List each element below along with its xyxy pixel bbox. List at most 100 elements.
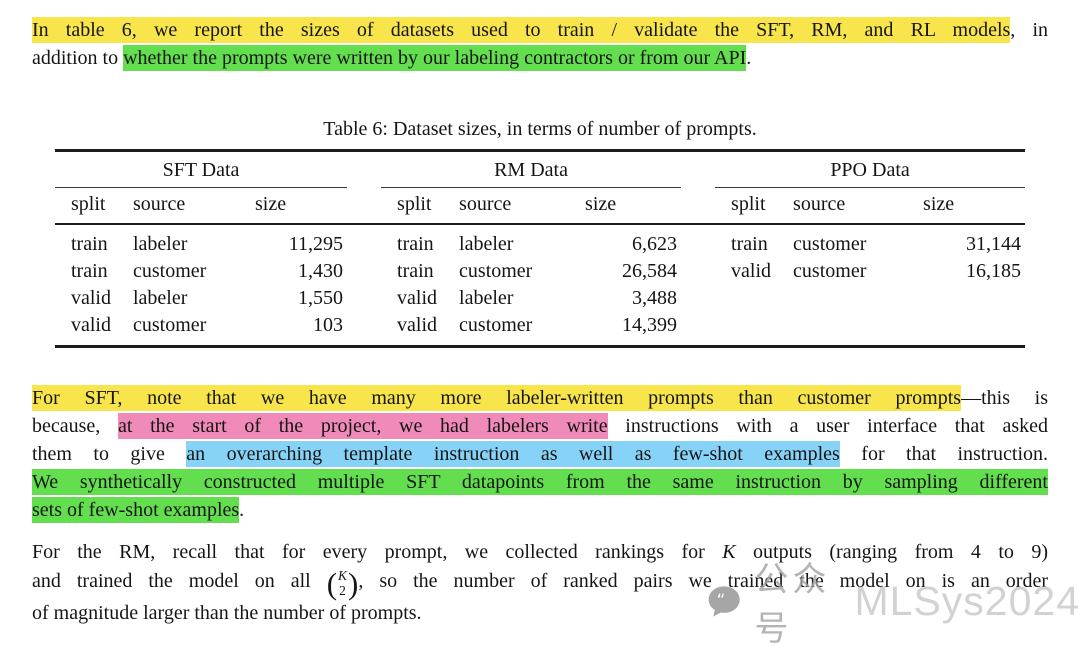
column-gap [681,224,715,258]
plain-text: outputs (ranging from 4 to 9) [735,541,1048,563]
plain-text: addition to [32,47,124,69]
plain-text: for that instruction. [839,443,1049,465]
dataset-sizes-table: SFT Data RM Data PPO Data split source s… [55,149,1026,348]
cell-split: valid [71,314,111,336]
column-header-split: split [715,187,794,225]
column-gap [347,187,382,225]
column-gap [347,285,381,312]
text-line: sets of few-shot examples. [32,496,1048,524]
cell-size: 14,399 [622,314,678,336]
column-header-source: source [793,187,924,225]
group-header-sft: SFT Data [55,150,348,188]
binomial-top: K [338,567,348,583]
column-gap [681,258,715,285]
text-line: For the RM, recall that for every prompt… [32,538,1048,566]
math-variable-k: K [722,541,736,563]
plain-text: . [746,47,752,69]
cell-size: 31,144 [966,233,1022,255]
text-line: For SFT, note that we have many more lab… [32,384,1048,412]
cell-split: valid [397,314,438,336]
highlighted-text: In table 6, we report the sizes of datas… [32,17,1011,43]
table-caption: Table 6: Dataset sizes, in terms of numb… [323,118,757,140]
cell-size: 103 [313,314,344,336]
table-row: valid customer 103 valid customer 14,399 [55,312,1025,347]
column-header-source: source [459,187,586,225]
column-gap [347,312,381,347]
plain-text: , in [1010,19,1048,41]
cell-split: valid [71,287,111,309]
binomial-coefficient: (K 2) [327,568,359,599]
plain-text: —this is [961,387,1048,409]
cell-source: labeler [133,287,188,309]
column-header-row: split source size split source size spli… [55,187,1026,225]
table-row: valid labeler 1,550 valid labeler 3,488 [55,285,1025,312]
text-line: because, at the start of the project, we… [32,412,1048,440]
cell-source: labeler [459,233,514,255]
plain-text: because, [32,415,118,437]
column-header-size: size [255,187,348,225]
table-row: train labeler 11,295 train labeler 6,623… [55,224,1025,258]
cell-source: labeler [459,287,514,309]
group-header-rm: RM Data [381,150,682,188]
cell-empty [923,312,1025,347]
highlighted-text: We synthetically constructed multiple SF… [32,469,1048,495]
cell-source: customer [133,260,207,282]
column-gap [681,151,715,188]
close-paren: ) [348,566,359,601]
column-header-size: size [585,187,682,225]
text-line: them to give an overarching template ins… [32,440,1048,468]
plain-text: For the RM, recall that for every prompt… [32,541,723,563]
column-gap [347,151,381,188]
plain-text: of magnitude larger than the number of p… [32,602,422,624]
column-gap [681,312,715,347]
plain-text: , so the number of ranked pairs we train… [358,570,1048,592]
column-gap [681,285,715,312]
cell-size: 1,430 [298,260,344,282]
text-line: We synthetically constructed multiple SF… [32,468,1048,496]
table-row: train customer 1,430 train customer 26,5… [55,258,1025,285]
column-gap [347,258,381,285]
cell-size: 3,488 [632,287,678,309]
column-header-source: source [133,187,255,225]
group-header-row: SFT Data RM Data PPO Data [55,150,1026,188]
cell-empty [715,285,793,312]
paragraph-rm-discussion: For the RM, recall that for every prompt… [32,538,1048,627]
highlighted-text: sets of few-shot examples [32,497,240,523]
column-gap [347,224,381,258]
cell-size: 16,185 [966,260,1022,282]
plain-text: and trained the model on all [32,570,327,592]
plain-text: . [239,499,245,521]
cell-split: valid [731,260,772,282]
cell-source: labeler [133,233,188,255]
cell-source: customer [133,314,207,336]
binomial-bottom: 2 [339,582,346,598]
cell-size: 6,623 [632,233,678,255]
text-line: and trained the model on all (K 2), so th… [32,566,1048,599]
document-page: In table 6, we report the sizes of datas… [32,16,1048,627]
text-line: of magnitude larger than the number of p… [32,599,1048,627]
plain-text: them to give [32,443,187,465]
cell-empty [923,285,1025,312]
text-line: addition to whether the prompts were wri… [32,44,1048,72]
column-header-split: split [55,187,133,225]
paragraph-sft-discussion: For SFT, note that we have many more lab… [32,384,1048,524]
cell-size: 26,584 [622,260,678,282]
highlighted-text: an overarching template instruction as w… [186,441,840,467]
text-line: In table 6, we report the sizes of datas… [32,16,1048,44]
cell-split: train [71,233,108,255]
cell-split: train [731,233,768,255]
cell-source: customer [459,314,533,336]
cell-split: train [71,260,108,282]
column-header-split: split [381,187,460,225]
highlighted-text: For SFT, note that we have many more lab… [32,385,962,411]
cell-split: train [397,260,434,282]
cell-size: 11,295 [288,233,344,255]
open-paren: ( [326,566,338,601]
highlighted-text: whether the prompts were written by our … [123,45,747,71]
column-header-size: size [923,187,1026,225]
highlighted-text: at the start of the project, we had labe… [117,413,608,439]
cell-size: 1,550 [298,287,344,309]
cell-empty [715,312,793,347]
cell-source: customer [793,260,867,282]
